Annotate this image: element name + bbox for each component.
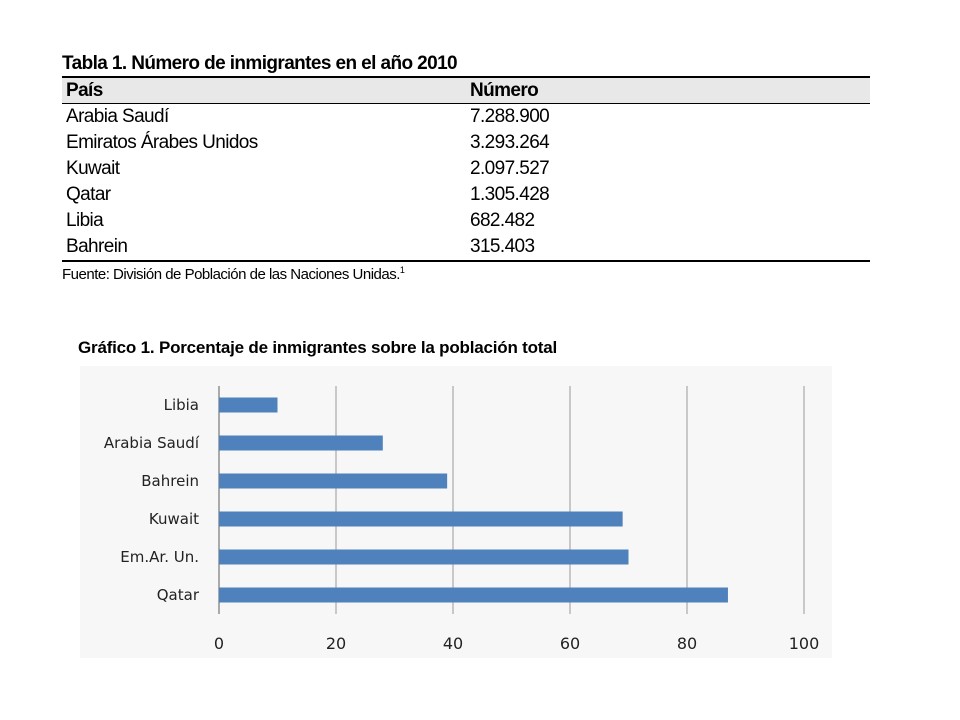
x-tick-label: 100: [789, 634, 820, 653]
table-title: Tabla 1. Número de inmigrantes en el año…: [62, 53, 458, 74]
table-row: Bahrein 315.403: [62, 234, 870, 262]
category-label: Em.Ar. Un.: [120, 548, 199, 566]
cell-country: Bahrein: [62, 234, 470, 262]
table-source-note: Fuente: División de Población de las Nac…: [62, 265, 870, 283]
cell-country: Emiratos Árabes Unidos: [66, 132, 258, 153]
cell-number: 2.097.527: [470, 158, 550, 179]
immigrants-table: País Número Arabia Saudí 7.288.900 Emira…: [62, 76, 870, 262]
category-label: Arabia Saudí: [104, 434, 200, 452]
bar: [219, 549, 629, 565]
source-text: Fuente: División de Población de las Nac…: [62, 266, 400, 283]
category-label: Qatar: [157, 586, 200, 604]
header-country: País: [66, 80, 103, 101]
cell-number: 3.293.264: [470, 132, 550, 153]
cell-number: 1.305.428: [470, 184, 550, 205]
category-label: Kuwait: [149, 510, 199, 528]
cell-country: Kuwait: [66, 158, 120, 179]
table-row: Qatar 1.305.428: [62, 182, 870, 208]
bar: [219, 435, 383, 451]
cell-number: 315.403: [470, 234, 870, 262]
header-number: Número: [470, 80, 539, 101]
cell-country: Qatar: [66, 184, 111, 205]
x-tick-label: 40: [443, 634, 463, 653]
x-tick-label: 80: [677, 634, 697, 653]
chart-tick-labels: 0 20 40 60 80 100: [214, 634, 819, 653]
cell-country: Libia: [66, 210, 104, 231]
bar: [219, 587, 728, 603]
chart-category-labels: Libia Arabia Saudí Bahrein Kuwait Em.Ar. Un.…: [104, 396, 200, 604]
x-tick-label: 60: [560, 634, 580, 653]
table-row: Kuwait 2.097.527: [62, 156, 870, 182]
bar: [219, 473, 448, 489]
bar: [219, 397, 278, 413]
footnote-marker: 1: [399, 265, 405, 275]
table-row: Arabia Saudí 7.288.900: [62, 104, 870, 131]
immigrants-table-block: Tabla 1. Número de inmigrantes en el año…: [62, 52, 870, 283]
cell-country: Arabia Saudí: [66, 106, 169, 127]
cell-number: 682.482: [470, 210, 535, 231]
table-header-row: País Número: [62, 77, 870, 104]
bar: [219, 511, 623, 527]
x-tick-label: 0: [214, 634, 224, 653]
category-label: Libia: [164, 396, 199, 414]
chart-title: Gráfico 1. Porcentaje de inmigrantes sob…: [78, 338, 558, 357]
table-row: Emiratos Árabes Unidos 3.293.264: [62, 130, 870, 156]
chart-bars: [219, 397, 728, 603]
chart-gridlines: [218, 386, 805, 614]
cell-number: 7.288.900: [470, 106, 550, 127]
table-row: Libia 682.482: [62, 208, 870, 234]
category-label: Bahrein: [141, 472, 199, 490]
x-tick-label: 20: [326, 634, 346, 653]
